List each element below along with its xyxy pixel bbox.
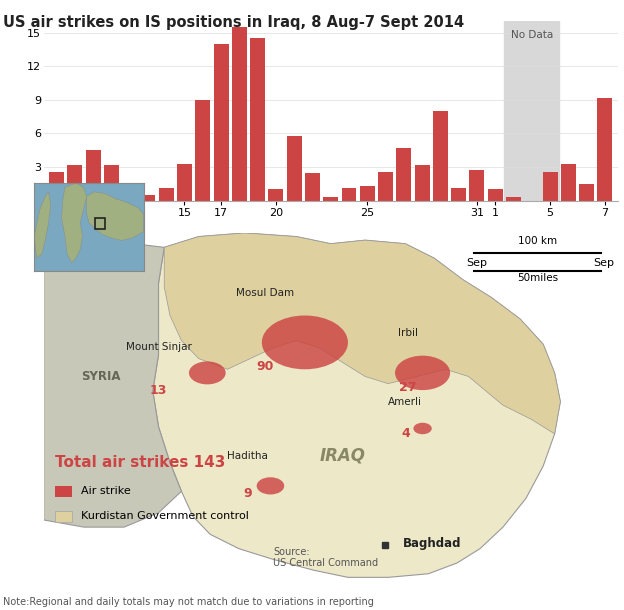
Text: 50miles: 50miles xyxy=(517,273,558,282)
Text: Irbil: Irbil xyxy=(398,328,418,338)
Bar xyxy=(469,170,484,201)
Bar xyxy=(177,163,192,201)
Text: Aug: Aug xyxy=(44,258,66,268)
Polygon shape xyxy=(153,233,560,577)
Ellipse shape xyxy=(256,477,284,495)
Text: Air strike: Air strike xyxy=(81,486,131,497)
Bar xyxy=(579,184,594,201)
Bar xyxy=(561,163,576,201)
Ellipse shape xyxy=(262,315,348,369)
Bar xyxy=(55,486,72,497)
Text: 27: 27 xyxy=(399,381,417,394)
Text: Haditha: Haditha xyxy=(227,451,268,461)
Text: Sep: Sep xyxy=(467,258,487,268)
Ellipse shape xyxy=(189,361,226,384)
Bar xyxy=(488,190,503,201)
Bar xyxy=(158,188,173,201)
Text: SYRIA: SYRIA xyxy=(81,370,121,383)
Bar xyxy=(286,135,301,201)
Bar xyxy=(49,171,64,201)
Bar xyxy=(122,196,137,201)
Text: 90: 90 xyxy=(256,361,273,373)
Polygon shape xyxy=(164,233,560,434)
Bar xyxy=(543,171,558,201)
Polygon shape xyxy=(87,192,144,240)
Text: Total air strikes 143: Total air strikes 143 xyxy=(55,456,225,470)
Bar xyxy=(213,44,228,201)
Bar xyxy=(67,165,82,201)
Text: Mount Sinjar: Mount Sinjar xyxy=(125,342,192,353)
Bar xyxy=(85,150,100,201)
Bar xyxy=(140,195,155,201)
Text: Source:
US Central Command: Source: US Central Command xyxy=(273,547,378,569)
Bar xyxy=(104,165,119,201)
Text: Amerli: Amerli xyxy=(388,396,422,407)
Polygon shape xyxy=(34,192,51,258)
Bar xyxy=(55,511,72,522)
Bar xyxy=(597,98,613,201)
Text: Baghdad: Baghdad xyxy=(402,537,461,550)
Bar xyxy=(396,148,411,201)
Bar xyxy=(341,188,356,201)
Text: 9: 9 xyxy=(243,487,252,500)
Text: Note:Regional and daily totals may not match due to variations in reporting: Note:Regional and daily totals may not m… xyxy=(3,597,374,607)
Bar xyxy=(250,38,265,201)
Bar xyxy=(506,198,521,201)
Text: 13: 13 xyxy=(150,384,167,397)
Bar xyxy=(305,173,320,201)
Bar xyxy=(414,165,430,201)
Bar xyxy=(360,186,375,201)
Text: Sep: Sep xyxy=(593,258,614,268)
Bar xyxy=(433,111,448,201)
Bar xyxy=(451,188,466,201)
Text: 100 km: 100 km xyxy=(518,235,557,246)
Text: No Data: No Data xyxy=(510,30,553,40)
Bar xyxy=(504,21,559,201)
Bar xyxy=(378,171,393,201)
Bar xyxy=(95,218,105,229)
Text: Kurdistan Government control: Kurdistan Government control xyxy=(81,511,249,522)
Bar xyxy=(195,100,210,201)
Polygon shape xyxy=(44,233,182,527)
Text: Mosul Dam: Mosul Dam xyxy=(236,287,294,298)
Bar xyxy=(323,198,338,201)
Text: IRAQ: IRAQ xyxy=(319,447,365,464)
Polygon shape xyxy=(62,183,87,262)
Text: 4: 4 xyxy=(401,427,410,440)
Ellipse shape xyxy=(413,423,432,434)
Bar xyxy=(268,190,283,201)
Ellipse shape xyxy=(395,356,450,390)
Text: US air strikes on IS positions in Iraq, 8 Aug-7 Sept 2014: US air strikes on IS positions in Iraq, … xyxy=(3,15,464,30)
Bar xyxy=(232,27,247,201)
